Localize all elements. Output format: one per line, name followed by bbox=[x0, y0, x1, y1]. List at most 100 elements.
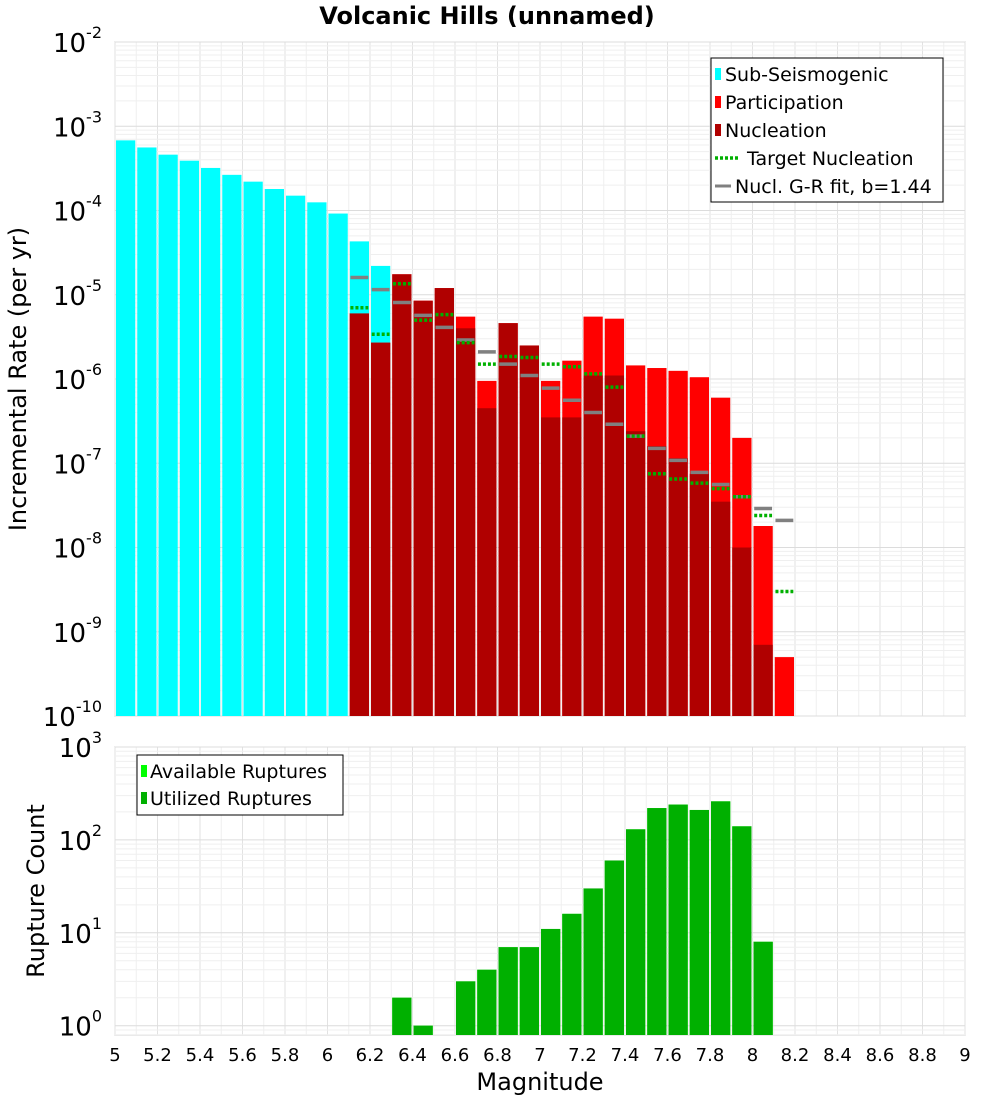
legend-label: Sub-Seismogenic bbox=[725, 64, 889, 86]
y-tick-label: 10-10 bbox=[43, 697, 102, 733]
utilized-ruptures-bar bbox=[711, 801, 731, 1035]
utilized-ruptures-bar bbox=[392, 997, 412, 1035]
x-tick-label: 9 bbox=[959, 1045, 970, 1066]
utilized-ruptures-bar bbox=[498, 947, 518, 1035]
y-tick-label: 10-5 bbox=[53, 276, 102, 312]
sub-seismogenic-bar bbox=[286, 195, 306, 716]
nucleation-bar bbox=[647, 446, 667, 716]
y-tick-label: 10-2 bbox=[53, 23, 102, 59]
utilized-ruptures-bar bbox=[753, 941, 773, 1035]
sub-seismogenic-bar bbox=[116, 140, 136, 716]
legend-swatch bbox=[715, 96, 721, 108]
utilized-ruptures-bar bbox=[456, 981, 476, 1035]
legend-swatch bbox=[141, 765, 147, 777]
x-tick-label: 5.4 bbox=[186, 1045, 215, 1066]
x-tick-label: 6.2 bbox=[356, 1045, 385, 1066]
nucleation-bar bbox=[583, 375, 603, 716]
count-bars bbox=[392, 801, 773, 1035]
x-tick-label: 7.8 bbox=[696, 1045, 725, 1066]
utilized-ruptures-bar bbox=[647, 808, 667, 1035]
sub-seismogenic-bar bbox=[243, 181, 263, 717]
utilized-ruptures-bar bbox=[732, 826, 752, 1035]
legend-box bbox=[136, 754, 344, 816]
y-tick-label: 10-4 bbox=[53, 192, 102, 228]
nucleation-bar bbox=[626, 431, 646, 716]
legend-label: Participation bbox=[725, 92, 844, 114]
sub-seismogenic-bar bbox=[201, 167, 221, 717]
x-tick-label: 7.4 bbox=[611, 1045, 640, 1066]
nucleation-bar bbox=[689, 473, 709, 716]
nucleation-bar bbox=[456, 328, 476, 716]
x-tick-label: 8.6 bbox=[866, 1045, 895, 1066]
x-tick-label: 5 bbox=[109, 1045, 120, 1066]
chart-title: Volcanic Hills (unnamed) bbox=[319, 2, 655, 30]
nucleation-bar bbox=[519, 345, 539, 716]
utilized-ruptures-bar bbox=[626, 829, 646, 1035]
legend-label: Nucl. G-R fit, b=1.44 bbox=[735, 176, 932, 198]
legend-label: Target Nucleation bbox=[746, 148, 914, 170]
nucleation-bar bbox=[753, 644, 773, 716]
x-tick-label: 7.6 bbox=[653, 1045, 682, 1066]
x-tick-label: 8.4 bbox=[823, 1045, 852, 1066]
y-tick-label: 10-8 bbox=[53, 529, 102, 565]
nucleation-bar bbox=[732, 547, 752, 716]
count-legend: Available Ruptures Utilized Ruptures bbox=[136, 754, 344, 816]
nucleation-bar bbox=[604, 375, 624, 716]
x-tick-label: 5.6 bbox=[228, 1045, 257, 1066]
sub-seismogenic-bar bbox=[328, 213, 348, 716]
count-y-axis-label: Rupture Count bbox=[22, 804, 50, 978]
rate-bars bbox=[116, 140, 794, 717]
rate-panel: 10-2 10-3 10-4 10-5 10-6 10-7 10-8 10-9 10-10 In… bbox=[4, 23, 966, 733]
y-tick-label: 10-7 bbox=[53, 444, 102, 480]
nucleation-bar bbox=[413, 300, 433, 716]
nucleation-bar bbox=[498, 323, 518, 716]
x-tick-label: 5.8 bbox=[271, 1045, 300, 1066]
nucleation-bar bbox=[711, 501, 731, 716]
sub-seismogenic-bar bbox=[158, 154, 178, 716]
x-tick-label: 7.2 bbox=[568, 1045, 597, 1066]
count-panel: 103 102 101 100 5 5.2 5.4 5.6 5.8 6 6.2 6.4 6.6 6.8 7… bbox=[22, 728, 971, 1096]
y-tick-label: 10-3 bbox=[53, 107, 102, 143]
x-tick-label: 6.8 bbox=[483, 1045, 512, 1066]
participation-bar bbox=[774, 657, 794, 716]
legend-swatch bbox=[715, 124, 721, 136]
x-tick-label: 8.8 bbox=[908, 1045, 937, 1066]
utilized-ruptures-bar bbox=[477, 969, 497, 1035]
legend-box bbox=[710, 57, 944, 203]
nucleation-bar bbox=[541, 417, 561, 716]
y-tick-label: 10-9 bbox=[53, 613, 102, 649]
utilized-ruptures-bar bbox=[583, 888, 603, 1035]
utilized-ruptures-bar bbox=[604, 860, 624, 1035]
utilized-ruptures-bar bbox=[519, 947, 539, 1035]
rate-y-ticks: 10-2 10-3 10-4 10-5 10-6 10-7 10-8 10-9 10-10 bbox=[43, 23, 102, 733]
x-tick-label: 7 bbox=[534, 1045, 545, 1066]
x-axis-label: Magnitude bbox=[476, 1068, 603, 1096]
legend-label: Available Ruptures bbox=[150, 761, 327, 783]
sub-seismogenic-bar bbox=[264, 188, 284, 716]
x-tick-label: 6.4 bbox=[398, 1045, 427, 1066]
y-tick-label: 101 bbox=[59, 914, 102, 950]
y-tick-label: 100 bbox=[59, 1007, 102, 1043]
y-tick-label: 10-6 bbox=[53, 360, 102, 396]
x-tick-label: 8 bbox=[747, 1045, 758, 1066]
rate-line-marks bbox=[350, 275, 794, 594]
sub-seismogenic-bar bbox=[222, 174, 242, 716]
legend-swatch bbox=[141, 792, 147, 804]
rate-legend: Sub-Seismogenic Participation Nucleation Ta… bbox=[710, 57, 944, 203]
nucleation-bar bbox=[392, 274, 412, 716]
nucleation-bar bbox=[371, 342, 391, 716]
utilized-ruptures-bar bbox=[668, 804, 688, 1035]
legend-swatch bbox=[715, 68, 721, 80]
sub-seismogenic-bar bbox=[179, 160, 199, 716]
nucleation-bar bbox=[477, 408, 497, 716]
x-tick-label: 6.6 bbox=[441, 1045, 470, 1066]
utilized-ruptures-bar bbox=[562, 913, 582, 1035]
x-tick-label: 6 bbox=[322, 1045, 333, 1066]
nucleation-bar bbox=[349, 313, 369, 716]
x-tick-label: 5.2 bbox=[143, 1045, 172, 1066]
rate-y-axis-label: Incremental Rate (per yr) bbox=[4, 227, 32, 531]
nucleation-bar bbox=[668, 458, 688, 716]
nucleation-bar bbox=[434, 288, 454, 716]
utilized-ruptures-bar bbox=[689, 809, 709, 1035]
